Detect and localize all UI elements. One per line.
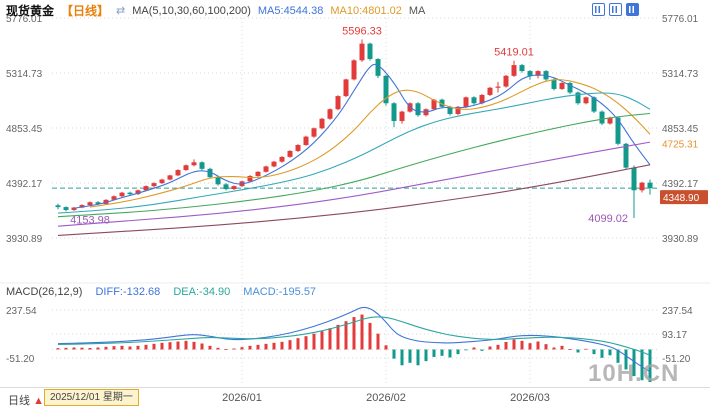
time-axis: 日线 ▲ 2025/12/01 星期一 2026/01 2026/02 2026/0… [0,388,710,413]
dea-value: DEA:-34.90 [173,286,231,298]
svg-text:4392.17: 4392.17 [662,179,699,190]
candlestick-style-icon[interactable] [592,3,605,16]
ma-line-ma30 [57,92,651,214]
chart-settings-icon[interactable] [626,3,639,16]
svg-text:4348.90: 4348.90 [663,193,700,204]
ma-settings-label: MA(5,10,30,60,100,200) [132,4,251,17]
chart-header: 现货黄金 【日线】 ⇄ MA(5,10,30,60,100,200) MA5:4… [6,2,425,19]
ma-axis-marker: 4725.31 [662,139,699,150]
date-crosshair-label: 2025/12/01 星期一 [44,389,139,406]
macd-histogram [56,314,652,382]
ma10-value: MA10:4801.02 [330,4,402,17]
ma-line-ma100 [57,141,651,227]
period-label: 【日线】 [61,4,110,18]
price-annotation: 4099.02 [588,213,628,225]
svg-text:3930.89: 3930.89 [662,234,699,245]
last-price-marker [660,190,708,205]
macd-settings-label: MACD(26,12,9) [6,286,83,298]
svg-text:4853.45: 4853.45 [662,124,699,135]
switch-period-icon[interactable]: ⇄ [116,5,126,17]
ma5-value: MA5:4544.38 [257,4,324,17]
period-indicator-label: 日线 [8,395,30,407]
ma-line-ma200 [57,164,651,237]
diff-value: DIFF:-132.68 [95,286,161,298]
svg-text:3930.89: 3930.89 [6,234,43,245]
svg-text:4853.45: 4853.45 [6,124,43,135]
svg-text:4392.17: 4392.17 [6,179,43,190]
price-annotation: 5419.01 [494,47,534,59]
month-label: 2026/02 [366,392,406,404]
svg-text:-51.20: -51.20 [662,354,691,365]
price-annotation: 4153.98 [70,214,110,226]
ma-line-ma60 [57,112,651,218]
svg-text:5314.73: 5314.73 [6,69,43,80]
ma-line-ma5 [73,63,651,209]
period-indicator: 日线 ▲ [8,392,44,408]
symbol-name: 现货黄金 [6,4,55,18]
svg-text:237.54: 237.54 [662,306,693,317]
svg-text:93.17: 93.17 [662,330,687,341]
up-arrow-icon: ▲ [33,395,44,407]
chart-toolbar [592,3,639,16]
watermark: 10H.CN [588,360,680,387]
macd-header: MACD(26,12,9) DIFF:-132.68 DEA:-34.90 MA… [6,286,326,298]
month-label: 2026/03 [510,392,550,404]
price-annotation: 5596.33 [342,25,382,37]
month-label: 2026/01 [222,392,262,404]
indicator-panel-icon[interactable] [609,3,622,16]
ma-line-ma10 [89,79,651,208]
svg-text:5776.01: 5776.01 [662,14,699,25]
svg-text:237.54: 237.54 [6,306,37,317]
axis-labels: 5776.01 5776.01 5314.73 5314.73 4853.45 4853.… [6,14,699,365]
svg-text:5314.73: 5314.73 [662,69,699,80]
svg-text:-51.20: -51.20 [6,354,35,365]
ma-truncated-value: MA [408,4,426,17]
svg-text:5776.01: 5776.01 [6,14,43,25]
dea-line [57,316,651,356]
macd-value: MACD:-195.57 [243,286,317,298]
